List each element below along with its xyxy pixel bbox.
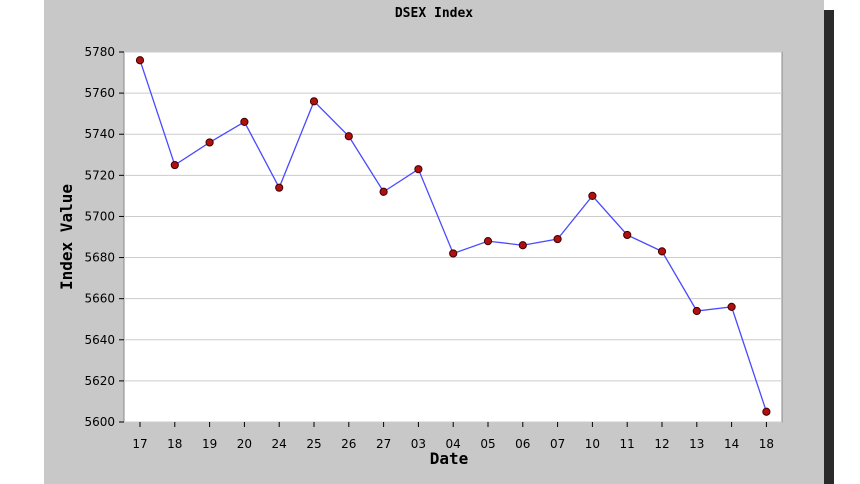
- data-point: [657, 247, 667, 256]
- x-tick-label: 06: [515, 437, 530, 451]
- x-tick-label: 05: [480, 437, 495, 451]
- data-point: [623, 230, 632, 240]
- x-tick-label: 13: [689, 437, 704, 451]
- data-point: [275, 183, 284, 192]
- y-tick-label: 5680: [84, 251, 115, 265]
- data-point: [240, 117, 249, 126]
- x-tick-label: 18: [167, 437, 182, 451]
- data-point: [692, 306, 701, 316]
- y-tick-label: 5660: [84, 292, 115, 306]
- data-point: [762, 407, 771, 416]
- x-tick-label: 04: [446, 437, 461, 451]
- y-tick-label: 5740: [84, 127, 115, 141]
- data-point: [449, 249, 458, 258]
- x-tick-label: 12: [654, 437, 669, 451]
- x-tick-label: 20: [237, 437, 252, 451]
- y-tick-label: 5620: [84, 374, 115, 388]
- x-tick-label: 10: [585, 437, 600, 451]
- y-axis-title: Index Value: [57, 184, 76, 290]
- y-tick-label: 5640: [84, 333, 115, 347]
- x-tick-label: 17: [132, 437, 147, 451]
- data-point: [344, 132, 353, 141]
- data-point: [205, 138, 214, 147]
- x-tick-label: 24: [272, 437, 287, 451]
- data-point: [518, 241, 527, 250]
- data-point: [727, 302, 736, 311]
- data-point: [483, 237, 493, 246]
- x-axis-title: Date: [430, 449, 469, 468]
- data-point: [135, 56, 145, 65]
- panel-shadow: [824, 10, 834, 484]
- x-tick-label: 03: [411, 437, 426, 451]
- y-tick-label: 5700: [84, 209, 115, 223]
- x-tick-label: 25: [306, 437, 321, 451]
- data-point: [170, 160, 179, 170]
- x-tick-label: 27: [376, 437, 391, 451]
- data-point: [553, 234, 562, 244]
- data-point: [588, 191, 597, 200]
- plot-area: [123, 51, 783, 423]
- y-tick-label: 5600: [84, 415, 115, 429]
- y-tick-label: 5780: [84, 45, 115, 59]
- y-tick-label: 5720: [84, 168, 115, 182]
- x-tick-label: 26: [341, 437, 356, 451]
- x-tick-label: 11: [620, 437, 635, 451]
- x-tick-label: 14: [724, 437, 739, 451]
- x-tick-label: 18: [759, 437, 774, 451]
- x-tick-label: 07: [550, 437, 565, 451]
- chart-title: DSEX Index: [394, 6, 474, 21]
- data-point: [379, 187, 388, 196]
- data-point: [309, 97, 319, 106]
- x-tick-label: 19: [202, 437, 217, 451]
- y-tick-label: 5760: [84, 86, 115, 100]
- data-point: [414, 165, 423, 174]
